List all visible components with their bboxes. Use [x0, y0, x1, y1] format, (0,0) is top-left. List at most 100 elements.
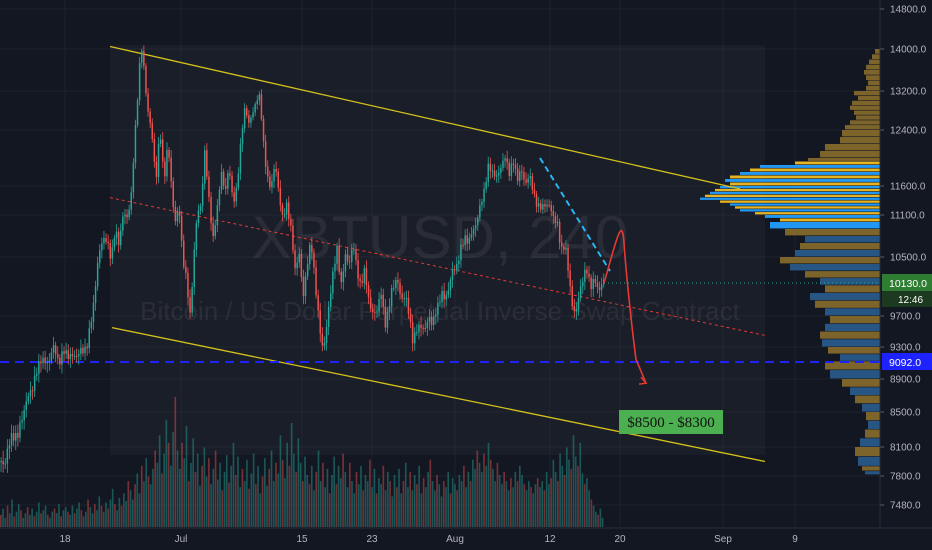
candle-body: [540, 203, 542, 210]
volume-bar: [570, 468, 573, 527]
volume-bar: [250, 473, 253, 527]
candle-body: [556, 222, 559, 223]
candle-body: [19, 422, 21, 438]
volume-bar: [331, 475, 333, 527]
volume-bar: [297, 438, 300, 527]
candle-body: [323, 343, 326, 346]
profile-bar: [850, 387, 880, 395]
candle-body: [495, 175, 498, 177]
candle-body: [306, 264, 309, 277]
volume-bar: [190, 462, 192, 527]
volume-bar: [315, 471, 318, 527]
candle-body: [27, 396, 30, 402]
candle-body: [592, 279, 594, 289]
volume-bar: [326, 468, 329, 527]
candle-body: [162, 139, 164, 162]
volume-bar: [541, 481, 543, 527]
volume-bar: [255, 484, 257, 527]
candle-body: [294, 250, 296, 269]
volume-bar: [521, 475, 523, 527]
profile-bar: [845, 125, 880, 130]
candle-body: [447, 290, 450, 295]
candle-body: [384, 306, 387, 328]
candle-body: [63, 351, 65, 354]
volume-bar: [485, 465, 488, 527]
volume-bar: [487, 442, 490, 527]
profile-bar: [825, 323, 880, 331]
candle-body: [462, 244, 464, 246]
volume-bar: [302, 481, 304, 527]
volume-bar: [40, 513, 42, 527]
candle-body: [103, 238, 105, 244]
volume-bar: [286, 442, 288, 527]
y-tick-label: 12400.0: [890, 126, 927, 137]
volume-bar: [261, 476, 264, 527]
profile-bar: [825, 308, 880, 316]
volume-bar: [442, 481, 445, 527]
candle-body: [109, 243, 111, 259]
profile-bar: [866, 412, 880, 421]
volume-bar: [145, 458, 148, 527]
candle-body: [300, 254, 303, 278]
candle-body: [151, 123, 153, 139]
candle-body: [189, 297, 191, 313]
volume-bar: [588, 490, 590, 527]
volume-bar: [185, 426, 188, 527]
candle-body: [504, 158, 506, 161]
volume-bar: [532, 493, 535, 527]
candle-body: [508, 162, 510, 176]
candle-body: [445, 295, 447, 300]
volume-bar: [158, 435, 161, 527]
volume-bar: [355, 471, 358, 527]
volume-bar: [346, 487, 349, 527]
volume-bar: [293, 453, 295, 527]
volume-bar: [445, 487, 447, 527]
target-annotation-text: $8500 - $8300: [627, 415, 715, 431]
candle-body: [346, 254, 349, 262]
profile-bar: [715, 188, 880, 192]
candle-body: [510, 163, 513, 176]
volume-bar: [402, 481, 405, 527]
candle-body: [195, 223, 198, 250]
volume-bar: [375, 493, 378, 527]
candle-body: [355, 249, 357, 261]
x-tick-label: Jul: [175, 534, 188, 545]
candle-body: [342, 271, 345, 283]
profile-bar: [865, 471, 880, 475]
volume-bar: [129, 490, 132, 527]
candle-body: [2, 461, 4, 465]
volume-bar: [304, 456, 306, 527]
candle-body: [122, 216, 124, 231]
volume-bar: [306, 475, 309, 527]
candle-body: [409, 313, 412, 323]
volume-bar: [201, 465, 203, 527]
volume-bar: [574, 456, 577, 527]
volume-bar: [583, 484, 586, 527]
channel-upper-line: [109, 45, 741, 190]
candle-body: [420, 324, 422, 328]
volume-bar: [100, 505, 103, 527]
volume-bar: [391, 496, 394, 527]
volume-bar: [170, 465, 172, 527]
candle-body: [248, 115, 250, 123]
volume-bar: [219, 462, 221, 527]
candle-body: [498, 173, 500, 176]
volume-bar: [87, 499, 89, 527]
volume-bar: [123, 493, 125, 527]
x-tick-label: Sep: [714, 534, 732, 545]
candle-body: [319, 310, 321, 334]
volume-bar: [33, 516, 36, 527]
candle-body: [166, 150, 168, 177]
candle-body: [227, 173, 229, 189]
profile-bar: [765, 215, 880, 218]
volume-bar: [69, 514, 71, 527]
volume-bar: [11, 499, 13, 527]
profile-bar: [854, 91, 880, 96]
volume-bar: [369, 459, 371, 527]
projected-arrow-head: [638, 376, 648, 385]
volume-bar: [527, 481, 530, 527]
candle-body: [388, 306, 391, 312]
candle-body: [50, 352, 53, 361]
